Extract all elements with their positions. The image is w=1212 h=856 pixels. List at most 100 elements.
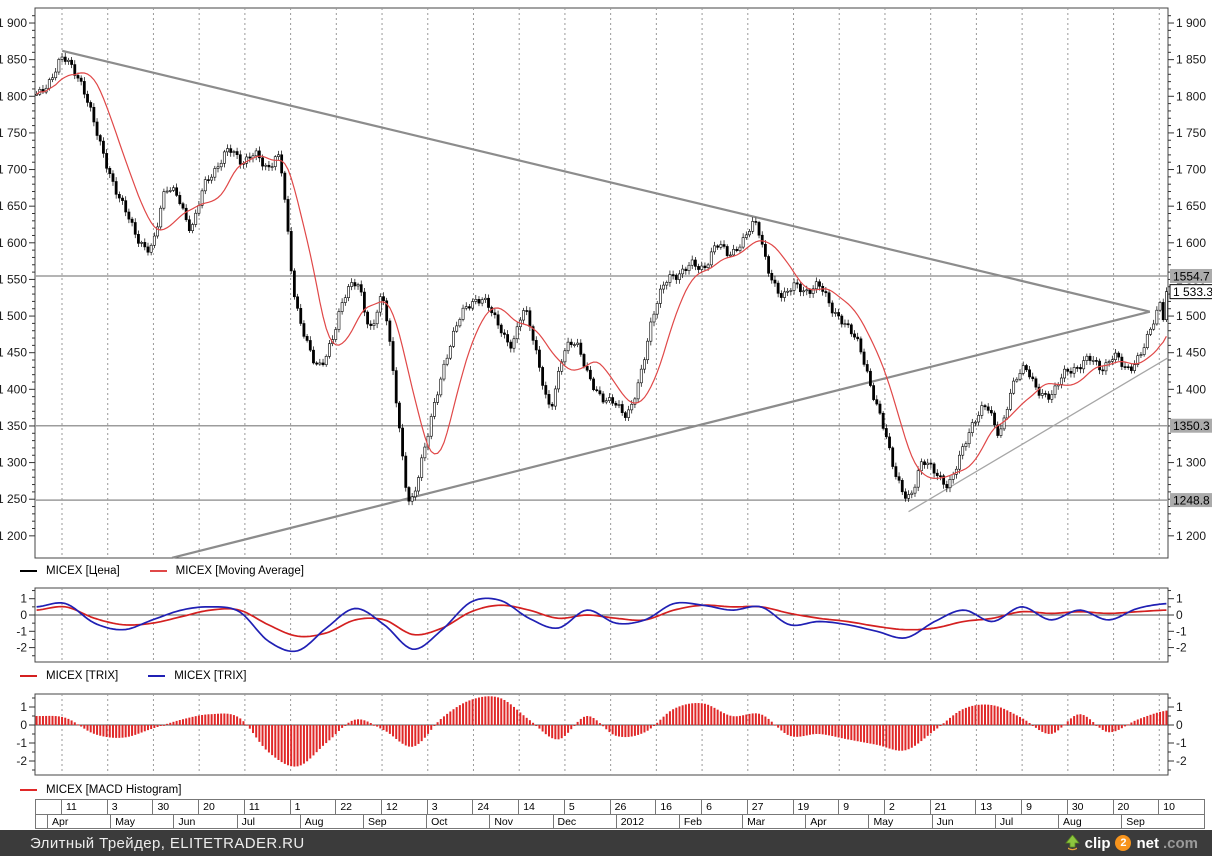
macd-bar [707, 704, 710, 725]
y-axis-label-right: 1 [1176, 592, 1183, 606]
candle-body [506, 334, 510, 343]
candle-body [388, 320, 392, 342]
candle-body [560, 361, 564, 372]
candle-body [760, 234, 764, 245]
candle-body [305, 336, 309, 341]
candle-body [343, 297, 347, 303]
candle-body [187, 219, 191, 231]
macd-bar [166, 723, 169, 725]
macd-bar [828, 725, 831, 736]
time-axis-month-cell: Aug [1059, 814, 1123, 829]
macd-bar [815, 725, 818, 734]
macd-bar [1120, 725, 1123, 729]
candle-body [509, 341, 513, 349]
candle-body [935, 472, 939, 477]
macd-bar [786, 725, 789, 735]
macd-bar [471, 699, 474, 725]
time-axis-month-cell: Sep [1122, 814, 1205, 829]
candle-body [741, 237, 745, 248]
candle-body [919, 461, 923, 472]
macd-bar [185, 718, 188, 725]
y-axis-label-right: 1 650 [1176, 199, 1206, 213]
macd-bar [984, 704, 987, 725]
macd-bar [1034, 725, 1037, 728]
candle-body [245, 156, 249, 164]
legend-item-price: MICEX [Цена] [20, 565, 120, 577]
macd-bar [436, 722, 439, 725]
macd-bar [207, 714, 210, 725]
candle-body [340, 302, 344, 312]
legend-label: MICEX [Moving Average] [175, 565, 304, 577]
candle-body [923, 461, 926, 465]
macd-bar [649, 725, 652, 729]
time-axis-day-cell: 30 [153, 799, 200, 814]
macd-bar [493, 696, 496, 725]
candle-body [235, 151, 239, 155]
macd-bar [742, 715, 745, 725]
macd-bar [761, 714, 764, 725]
candle-body [541, 367, 545, 386]
macd-bar [318, 725, 321, 749]
macd-bar [964, 707, 967, 725]
y-axis-label-right: 1 500 [1176, 309, 1206, 323]
legend-item-trix-red: MICEX [TRIX] [20, 670, 118, 682]
candle-body [165, 190, 169, 193]
macd-bar [162, 724, 165, 726]
candle-body [869, 370, 872, 386]
candle-body [827, 292, 831, 304]
macd-bar [875, 725, 878, 745]
macd-bar [688, 703, 691, 725]
macd-bar [1044, 725, 1047, 734]
candle-body [884, 428, 888, 438]
macd-bar [252, 725, 255, 734]
candle-body [693, 259, 697, 267]
macd-bar [627, 725, 630, 737]
candle-body [280, 154, 284, 174]
candle-body [872, 385, 876, 400]
time-axis-day-cell: 22 [336, 799, 383, 814]
macd-bar [506, 701, 509, 725]
y-axis-label-right: -2 [1176, 754, 1187, 768]
candle-body [474, 299, 478, 302]
clip2net-logo[interactable]: clip 2 net .com [1064, 835, 1198, 852]
macd-bar [783, 725, 786, 733]
candle-body [1037, 386, 1041, 396]
candle-body [805, 289, 809, 292]
macd-bar [159, 725, 162, 726]
candle-body [604, 400, 608, 403]
macd-bar [703, 703, 706, 725]
legend-label: MICEX [TRIX] [46, 670, 119, 682]
candle-body [582, 354, 586, 367]
candle-body [229, 148, 233, 153]
candle-body [86, 93, 89, 103]
macd-bar [337, 725, 340, 731]
macd-bar [1127, 724, 1130, 726]
candle-body [865, 364, 869, 372]
macd-bar [299, 725, 302, 766]
candle-body [1069, 371, 1073, 374]
legend-label: MICEX [TRIX] [174, 670, 247, 682]
price-level-label-bg [1170, 493, 1212, 508]
macd-chart-canvas: -2 -2 -1 -1 0 0 1 1 [16, 693, 1187, 776]
candle-body [159, 207, 163, 228]
candle-body [818, 281, 821, 287]
candle-body [595, 389, 599, 392]
macd-bar [684, 704, 687, 725]
macd-bar [942, 723, 945, 725]
macd-bar [363, 720, 366, 725]
candle-body [111, 173, 115, 182]
macd-bar [137, 725, 140, 734]
candle-body [1110, 359, 1114, 362]
y-axis-label-left: 1 850 [0, 53, 27, 67]
candle-body [878, 403, 882, 414]
y-axis-label-left: 1 450 [0, 346, 27, 360]
macd-bar [280, 725, 283, 763]
macd-bar [1022, 718, 1025, 725]
y-axis-label-left: 0 [20, 718, 27, 732]
y-axis-label-left: 1 350 [0, 419, 27, 433]
candle-body [219, 162, 223, 168]
candle-body [1047, 393, 1051, 400]
macd-bar [376, 725, 379, 727]
